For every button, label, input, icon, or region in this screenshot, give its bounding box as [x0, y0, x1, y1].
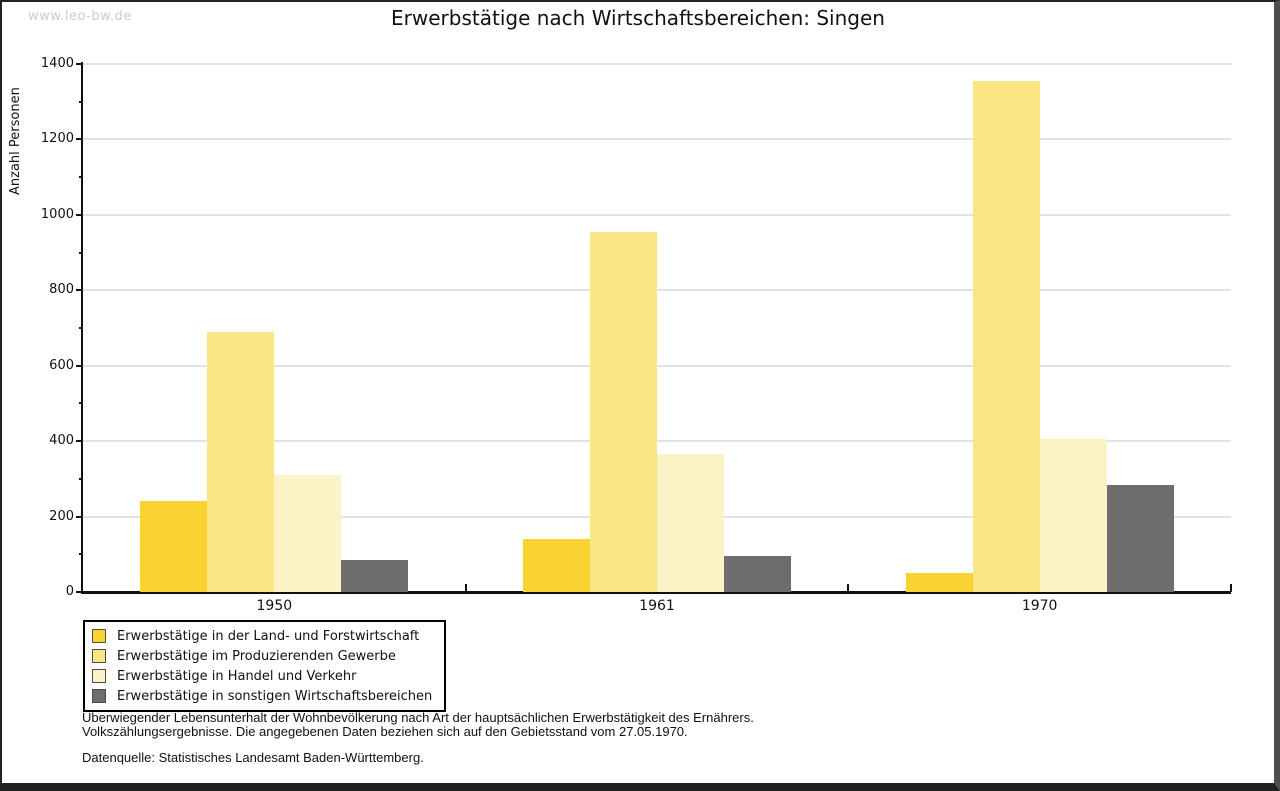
x-axis-group-tick	[1230, 584, 1232, 592]
y-axis-major-tick	[76, 440, 83, 443]
bar	[972, 80, 1040, 592]
x-axis-line	[81, 591, 1231, 594]
legend-label: Erwerbstätige in Handel und Verkehr	[117, 668, 357, 684]
y-axis-major-tick	[76, 515, 83, 518]
legend-swatch	[92, 689, 106, 703]
legend-label: Erwerbstätige in sonstigen Wirtschaftsbe…	[117, 688, 433, 704]
bar	[274, 475, 342, 592]
bar	[724, 556, 791, 592]
bar	[341, 559, 409, 592]
x-axis-group-tick	[464, 584, 467, 592]
legend-item: Erwerbstätige in der Land- und Forstwirt…	[92, 626, 432, 646]
legend-box: Erwerbstätige in der Land- und Forstwirt…	[83, 620, 447, 712]
gridline	[83, 364, 1231, 367]
gridline	[83, 63, 1231, 65]
y-axis-major-tick	[76, 63, 83, 65]
gridline	[83, 440, 1231, 443]
bar	[207, 331, 275, 592]
legend-swatch	[92, 649, 106, 663]
chart-title: Erwerbstätige nach Wirtschaftsbereichen:…	[391, 6, 885, 30]
y-axis-tick-label: 600	[49, 357, 74, 373]
legend-swatch	[92, 669, 106, 683]
bar	[590, 231, 657, 592]
footnote-line-2: Volkszählungsergebnisse. Die angegebenen…	[82, 724, 688, 739]
x-axis-tick-label: 1970	[1021, 598, 1058, 614]
x-axis-tick-label: 1961	[639, 598, 675, 614]
y-axis-tick-label: 400	[49, 433, 74, 449]
legend-item: Erwerbstätige in sonstigen Wirtschaftsbe…	[92, 686, 432, 706]
y-axis-tick-label: 1400	[40, 56, 74, 71]
watermark: www.leo-bw.de	[28, 9, 132, 24]
x-axis-group-tick	[847, 584, 850, 592]
y-axis-major-tick	[76, 138, 83, 141]
bar	[523, 539, 590, 592]
legend-item: Erwerbstätige in Handel und Verkehr	[92, 666, 432, 686]
x-axis-tick-label: 1950	[256, 598, 293, 614]
bar	[1039, 439, 1107, 592]
y-axis-tick-label: 1200	[40, 131, 74, 147]
bar	[1106, 484, 1174, 592]
bar	[657, 454, 724, 592]
source-note: Datenquelle: Statistisches Landesamt Bad…	[82, 750, 424, 765]
gridline	[83, 289, 1231, 292]
y-axis-major-tick	[76, 364, 83, 367]
y-axis-major-tick	[76, 591, 83, 593]
legend-label: Erwerbstätige in der Land- und Forstwirt…	[117, 628, 420, 644]
y-axis-tick-label: 200	[49, 508, 74, 524]
y-axis-tick-label: 1000	[40, 206, 74, 222]
y-axis-tick-label: 0	[65, 584, 74, 599]
bar	[140, 501, 208, 592]
gridline	[83, 213, 1231, 216]
y-axis-major-tick	[76, 213, 83, 216]
y-axis-line	[81, 62, 83, 594]
legend-label: Erwerbstätige im Produzierenden Gewerbe	[117, 648, 396, 664]
y-axis-tick-label: 800	[49, 282, 74, 298]
legend-item: Erwerbstätige im Produzierenden Gewerbe	[92, 646, 432, 666]
gridline	[83, 138, 1231, 141]
legend-swatch	[92, 629, 106, 643]
y-axis-major-tick	[76, 289, 83, 292]
footnote-line-1: Überwiegender Lebensunterhalt der Wohnbe…	[82, 710, 754, 725]
bar	[905, 573, 973, 592]
